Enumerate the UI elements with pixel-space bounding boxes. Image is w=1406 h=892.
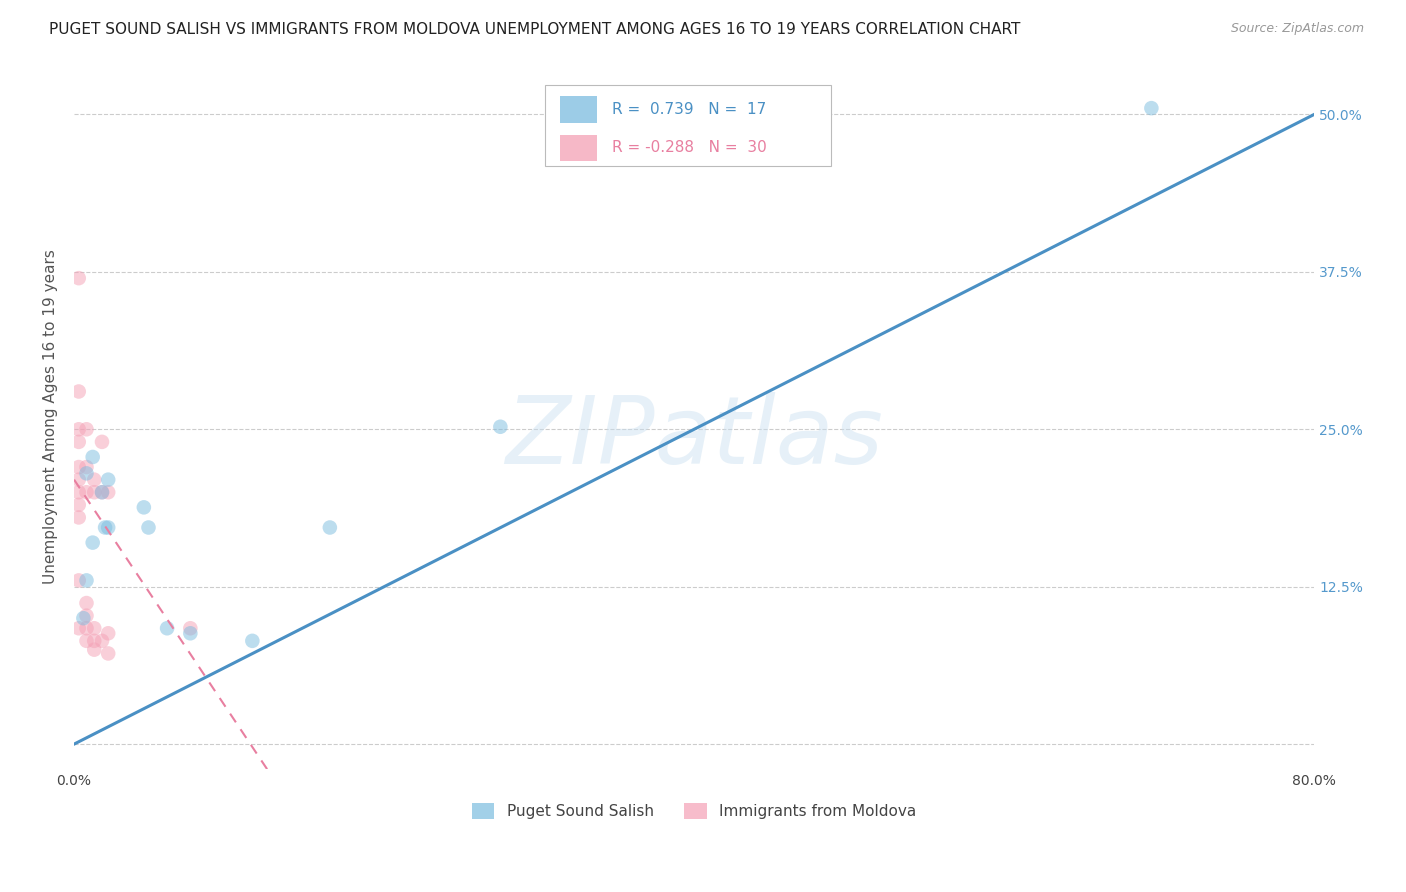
- Point: [76, 608, 98, 623]
- Text: ZIPatlas: ZIPatlas: [505, 392, 883, 483]
- Text: PUGET SOUND SALISH VS IMMIGRANTS FROM MOLDOVA UNEMPLOYMENT AMONG AGES 16 TO 19 Y: PUGET SOUND SALISH VS IMMIGRANTS FROM MO…: [49, 22, 1021, 37]
- Point: [76, 460, 98, 475]
- Point: [132, 500, 155, 515]
- Point: [67, 574, 90, 588]
- Point: [94, 520, 117, 534]
- Point: [76, 574, 98, 588]
- Text: Source: ZipAtlas.com: Source: ZipAtlas.com: [1230, 22, 1364, 36]
- FancyBboxPatch shape: [546, 86, 831, 166]
- Point: [83, 642, 105, 657]
- Point: [97, 520, 120, 534]
- Point: [91, 434, 114, 449]
- Point: [67, 422, 90, 436]
- Point: [76, 485, 98, 500]
- Point: [91, 633, 114, 648]
- Point: [83, 633, 105, 648]
- Point: [91, 485, 114, 500]
- Legend: Puget Sound Salish, Immigrants from Moldova: Puget Sound Salish, Immigrants from Mold…: [465, 797, 922, 825]
- Point: [83, 485, 105, 500]
- Point: [97, 647, 120, 661]
- Point: [179, 621, 201, 635]
- Point: [97, 473, 120, 487]
- Point: [97, 485, 120, 500]
- Point: [76, 621, 98, 635]
- Point: [97, 626, 120, 640]
- Point: [240, 633, 263, 648]
- Point: [67, 485, 90, 500]
- Point: [76, 422, 98, 436]
- Y-axis label: Unemployment Among Ages 16 to 19 years: Unemployment Among Ages 16 to 19 years: [44, 249, 58, 584]
- Point: [72, 611, 94, 625]
- Point: [67, 498, 90, 512]
- Point: [138, 520, 160, 534]
- Text: R = -0.288   N =  30: R = -0.288 N = 30: [612, 140, 768, 155]
- Point: [179, 626, 201, 640]
- Point: [67, 434, 90, 449]
- Point: [91, 485, 114, 500]
- Point: [319, 520, 342, 534]
- Point: [67, 621, 90, 635]
- Point: [67, 510, 90, 524]
- Point: [82, 535, 104, 549]
- Point: [76, 596, 98, 610]
- Point: [67, 460, 90, 475]
- Point: [489, 419, 512, 434]
- Point: [76, 467, 98, 481]
- Point: [156, 621, 179, 635]
- Bar: [560, 95, 598, 122]
- Point: [82, 450, 104, 464]
- Point: [83, 473, 105, 487]
- Point: [1140, 101, 1163, 115]
- Text: R =  0.739   N =  17: R = 0.739 N = 17: [612, 102, 766, 117]
- Point: [67, 271, 90, 285]
- Point: [67, 473, 90, 487]
- Point: [67, 384, 90, 399]
- Point: [76, 633, 98, 648]
- Bar: [560, 135, 598, 161]
- Point: [83, 621, 105, 635]
